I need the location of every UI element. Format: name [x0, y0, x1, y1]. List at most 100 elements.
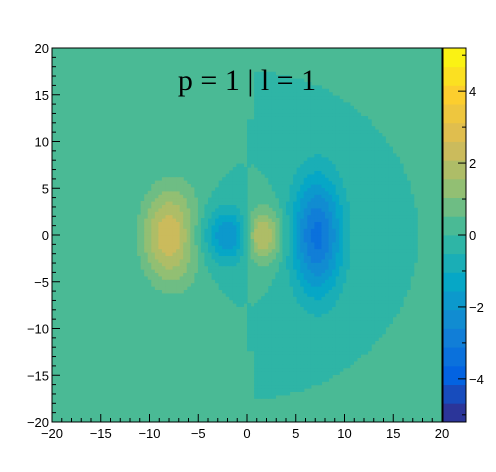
heatmap-cell — [388, 153, 393, 158]
heatmap-cell — [356, 275, 362, 280]
heatmap-cell — [278, 343, 284, 348]
heatmap-cell — [364, 150, 369, 154]
heatmap-cell — [271, 173, 276, 178]
heatmap-cell — [321, 194, 326, 199]
heatmap-cell — [300, 313, 305, 318]
heatmap-cell — [257, 88, 262, 93]
heatmap-cell — [179, 194, 184, 199]
heatmap-cell — [271, 384, 276, 389]
heatmap-cell — [321, 122, 326, 127]
heatmap-cell — [395, 235, 401, 239]
heatmap-cell — [378, 184, 383, 188]
heatmap-cell — [413, 248, 418, 253]
heatmap-cell — [317, 194, 323, 199]
heatmap-cell — [271, 347, 276, 352]
heatmap-cell — [339, 156, 344, 161]
heatmap-cell — [303, 357, 308, 362]
heatmap-cell — [378, 221, 383, 226]
heatmap-cell — [364, 228, 369, 233]
heatmap-cell — [257, 364, 262, 369]
heatmap-cell — [176, 207, 181, 212]
heatmap-cell — [282, 177, 287, 182]
heatmap-cell — [183, 286, 188, 290]
heatmap-cell — [264, 224, 269, 229]
heatmap-cell — [342, 146, 347, 151]
heatmap-cell — [275, 105, 280, 110]
heatmap-cell — [218, 194, 223, 199]
heatmap-cell — [239, 252, 245, 256]
heatmap-cell — [342, 167, 347, 171]
heatmap-cell — [346, 364, 351, 369]
heatmap-cell — [268, 364, 273, 369]
heatmap-cell — [356, 146, 362, 151]
heatmap-cell — [332, 306, 337, 311]
heatmap-cell — [282, 275, 287, 280]
heatmap-cell — [399, 299, 404, 304]
heatmap-cell — [296, 238, 301, 243]
heatmap-cell — [332, 228, 337, 233]
heatmap-cell — [169, 184, 174, 188]
heatmap-cell — [296, 173, 301, 178]
heatmap-cell — [190, 207, 195, 212]
heatmap-cell — [335, 238, 340, 243]
heatmap-cell — [303, 160, 308, 165]
heatmap-cell — [286, 184, 291, 188]
heatmap-cell — [349, 313, 354, 318]
heatmap-cell — [275, 364, 280, 369]
heatmap-cell — [254, 146, 259, 151]
heatmap-cell — [353, 150, 358, 154]
heatmap-cell — [339, 221, 344, 226]
heatmap-cell — [275, 136, 280, 141]
heatmap-cell — [367, 323, 372, 328]
heatmap-cell — [321, 292, 326, 297]
heatmap-cell — [378, 265, 383, 270]
heatmap-cell — [349, 272, 354, 277]
heatmap-cell — [328, 299, 333, 304]
heatmap-cell — [335, 156, 340, 161]
heatmap-cell — [282, 218, 287, 222]
heatmap-cell — [186, 187, 191, 192]
heatmap-cell — [314, 204, 319, 209]
heatmap-cell — [314, 105, 319, 110]
heatmap-cell — [179, 252, 184, 256]
heatmap-cell — [303, 384, 308, 389]
heatmap-cell — [307, 364, 312, 369]
heatmap-cell — [286, 153, 291, 158]
heatmap-cell — [282, 133, 287, 137]
heatmap-cell — [211, 190, 216, 195]
heatmap-cell — [346, 143, 351, 148]
heatmap-cell — [314, 184, 319, 188]
heatmap-cell — [289, 377, 294, 382]
y-tick-label: 0 — [42, 228, 49, 243]
heatmap-cell — [385, 282, 390, 287]
heatmap-cell — [264, 367, 269, 372]
heatmap-cell — [161, 269, 167, 273]
heatmap-cell — [392, 303, 397, 307]
heatmap-cell — [339, 245, 344, 250]
heatmap-cell — [232, 296, 237, 301]
heatmap-cell — [254, 78, 259, 83]
heatmap-cell — [335, 275, 340, 280]
heatmap-cell — [310, 231, 315, 236]
heatmap-cell — [140, 241, 145, 246]
heatmap-cell — [310, 92, 315, 97]
heatmap-cell — [247, 160, 252, 165]
heatmap-cell — [289, 177, 294, 182]
heatmap-cell — [271, 214, 276, 219]
heatmap-cell — [289, 258, 294, 263]
heatmap-cell — [310, 292, 315, 297]
heatmap-cell — [353, 333, 358, 338]
y-tick-label: −15 — [27, 368, 49, 383]
heatmap-cell — [367, 187, 372, 192]
heatmap-cell — [289, 282, 294, 287]
heatmap-cell — [310, 156, 315, 161]
heatmap-cell — [314, 235, 319, 239]
heatmap-cell — [378, 167, 383, 171]
heatmap-cell — [243, 180, 248, 185]
heatmap-cell — [179, 269, 184, 273]
heatmap-cell — [282, 255, 287, 260]
heatmap-cell — [286, 360, 291, 365]
heatmap-cell — [282, 167, 287, 171]
heatmap-cell — [335, 306, 340, 311]
heatmap-cell — [293, 330, 298, 335]
